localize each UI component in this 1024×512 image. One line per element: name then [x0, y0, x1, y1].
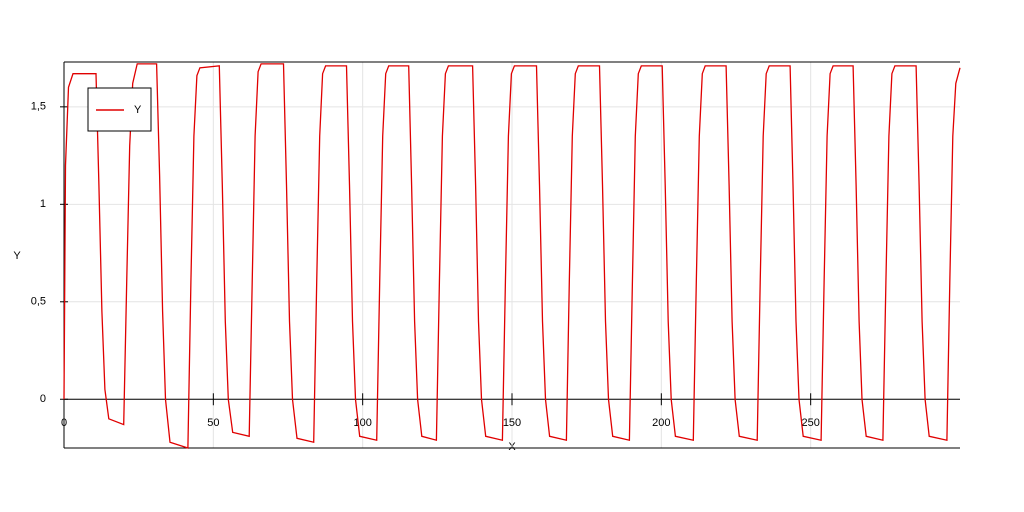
y-tick-label: 0	[40, 393, 46, 405]
x-tick-label: 200	[652, 417, 670, 429]
y-tick-label: 1	[40, 198, 46, 210]
line-series	[63, 63, 961, 449]
x-tick-label: 250	[801, 417, 819, 429]
y-tick-label: 1,5	[31, 101, 46, 113]
y-tick-label: 0,5	[31, 296, 46, 308]
x-tick-label: 150	[503, 417, 521, 429]
x-tick-label: 100	[353, 417, 371, 429]
legend-label: Y	[134, 104, 142, 116]
y-axis-label: Y	[13, 250, 21, 262]
x-tick-label: 50	[207, 417, 219, 429]
